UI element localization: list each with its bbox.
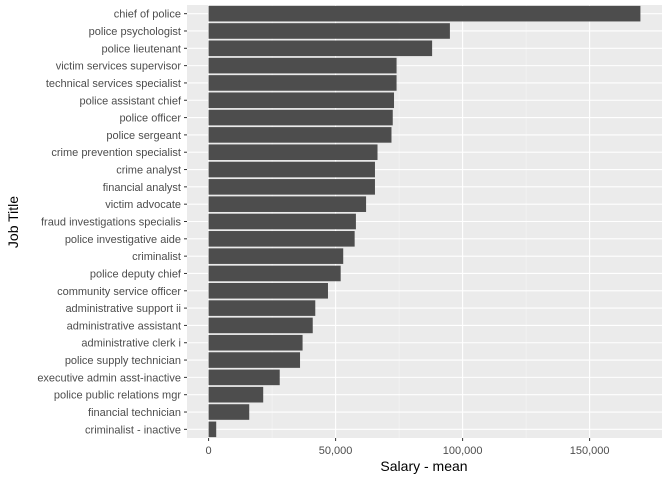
- bar: [208, 265, 341, 282]
- y-tick-label: police sergeant: [106, 130, 181, 142]
- bar: [208, 300, 316, 316]
- bar: [208, 386, 264, 403]
- y-tick-label: police public relations mgr: [54, 390, 182, 402]
- bar: [208, 179, 375, 195]
- y-tick-labels: chief of police police psychologist police…: [37, 9, 187, 436]
- y-tick-label: police psychologist: [89, 26, 181, 38]
- y-axis-title: Job Title: [5, 196, 21, 248]
- y-tick-label: police lieutenant: [101, 43, 181, 55]
- bar: [208, 248, 344, 264]
- y-tick-label: administrative support ii: [65, 303, 181, 315]
- bar: [208, 75, 397, 91]
- bar: [208, 352, 301, 368]
- y-tick-label: financial analyst: [103, 182, 181, 194]
- y-tick-label: police assistant chief: [80, 95, 182, 107]
- bar: [208, 127, 392, 143]
- bar: [208, 144, 378, 161]
- bar: [208, 196, 367, 212]
- x-axis-title: Salary - mean: [380, 458, 467, 474]
- y-tick-label: criminalist: [132, 251, 181, 263]
- y-tick-label: victim services supervisor: [56, 61, 182, 73]
- bar: [208, 161, 375, 178]
- bar: [208, 404, 250, 420]
- bar: [208, 23, 450, 39]
- bar: [208, 334, 303, 351]
- bar: [208, 317, 313, 334]
- x-tick-label: 50,000: [319, 445, 353, 457]
- bar: [208, 213, 356, 230]
- x-tick-labels: 0 50,000 100,000 150,000: [206, 438, 610, 457]
- y-tick-label: criminalist - inactive: [85, 424, 181, 436]
- bar: [208, 57, 397, 74]
- bar: [208, 5, 641, 22]
- y-tick-label: executive admin asst-inactive: [37, 372, 181, 384]
- bar: [208, 282, 328, 299]
- y-tick-label: police officer: [119, 113, 181, 125]
- x-tick-label: 0: [206, 445, 212, 457]
- x-tick-label: 150,000: [570, 445, 610, 457]
- bars: [208, 5, 641, 438]
- y-tick-label: fraud investigations specialis: [41, 217, 182, 229]
- y-tick-label: victim advocate: [105, 199, 181, 211]
- bar: [208, 231, 355, 247]
- x-tick-label: 100,000: [443, 445, 483, 457]
- y-tick-label: technical services specialist: [46, 78, 181, 90]
- y-tick-label: administrative assistant: [67, 320, 181, 332]
- bar: [208, 369, 280, 386]
- y-tick-label: police investigative aide: [65, 234, 181, 246]
- y-tick-label: administrative clerk i: [81, 338, 181, 350]
- y-tick-label: police supply technician: [65, 355, 181, 367]
- y-tick-label: police deputy chief: [90, 268, 182, 280]
- y-tick-label: crime prevention specialist: [51, 147, 181, 159]
- bar: [208, 92, 395, 109]
- y-tick-label: crime analyst: [116, 165, 181, 177]
- y-tick-label: financial technician: [88, 407, 181, 419]
- bar: [208, 109, 393, 126]
- y-tick-label: community service officer: [57, 286, 181, 298]
- y-tick-label: chief of police: [114, 9, 181, 21]
- bar: [208, 421, 217, 438]
- bar: [208, 40, 433, 57]
